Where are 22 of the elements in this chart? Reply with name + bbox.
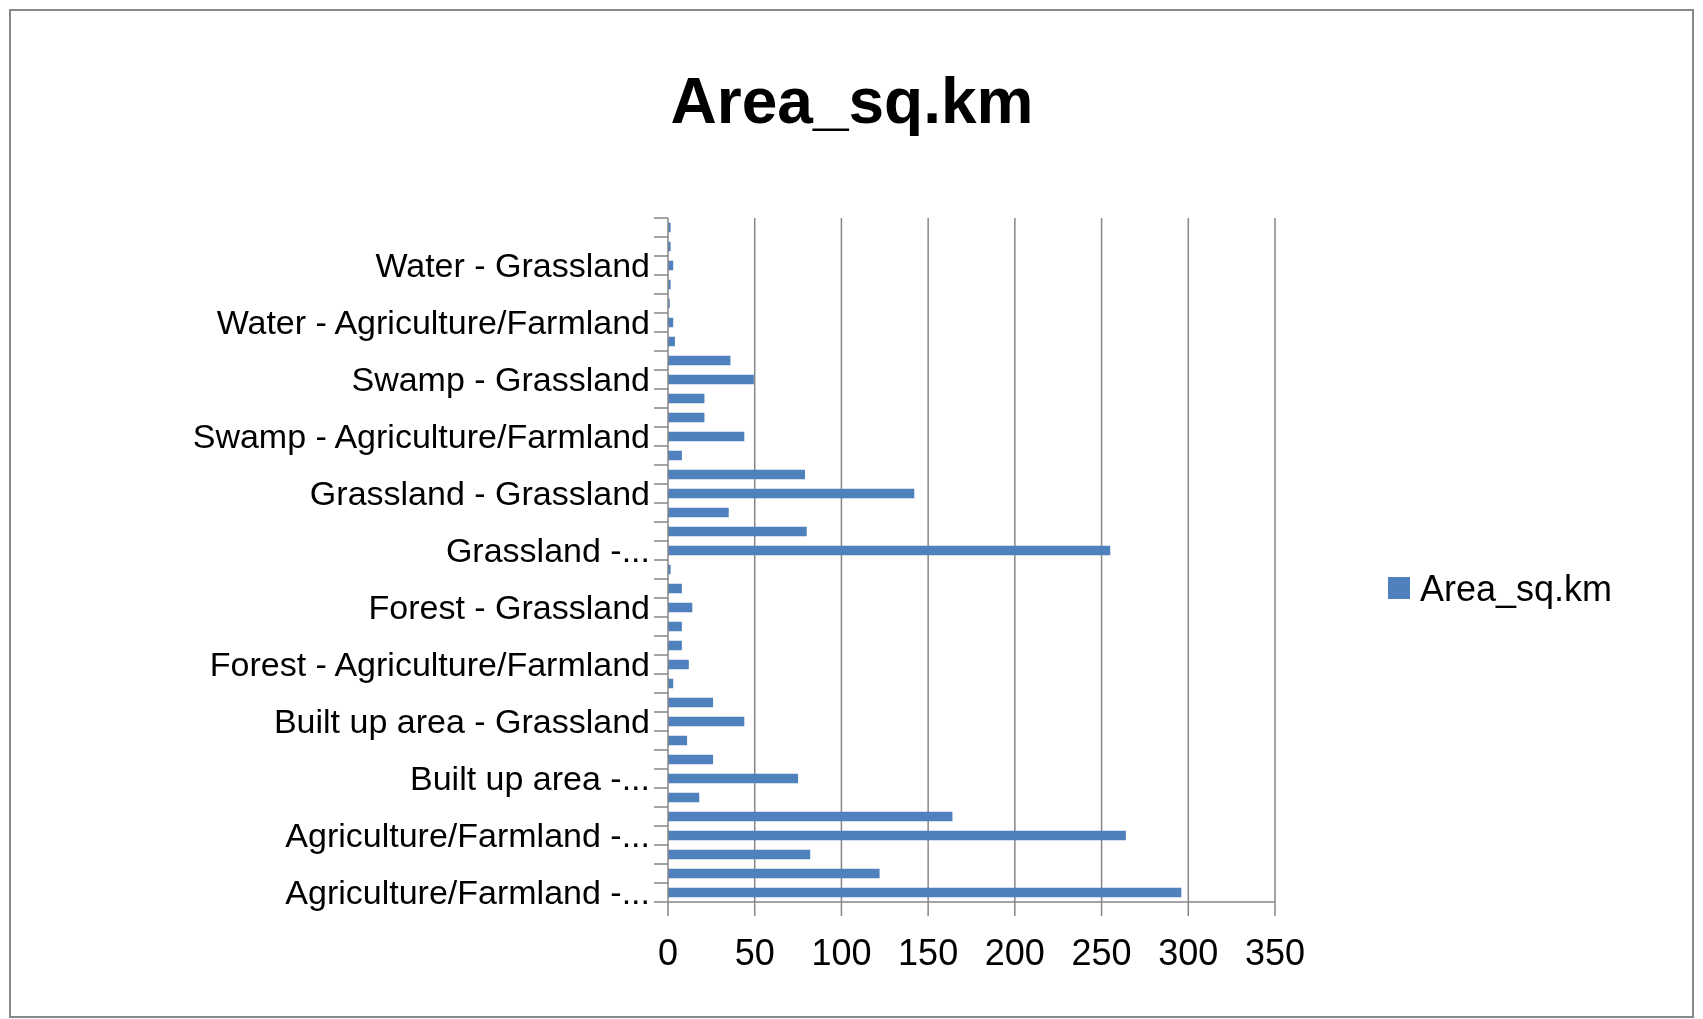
y-tick-label: Water - Agriculture/Farmland	[216, 303, 650, 342]
x-tick-label: 50	[734, 932, 775, 973]
y-tick-label: Grassland -...	[445, 531, 650, 570]
x-tick-label: 100	[811, 932, 872, 973]
x-tick-label: 0	[657, 932, 679, 973]
y-tick-label: Forest - Agriculture/Farmland	[209, 645, 650, 684]
y-tick-label: Built up area -...	[409, 759, 650, 798]
x-tick-label: 300	[1158, 932, 1219, 973]
legend-label: Area_sq.km	[1420, 567, 1613, 609]
y-tick-label: Grassland - Grassland	[309, 474, 650, 513]
y-tick-label: Swamp - Agriculture/Farmland	[192, 417, 650, 456]
y-tick-label: Forest - Grassland	[368, 588, 650, 627]
x-tick-label: 350	[1244, 932, 1306, 973]
y-tick-label: Agriculture/Farmland -...	[285, 873, 650, 912]
y-tick-label: Agriculture/Farmland -...	[285, 816, 650, 855]
x-tick-label: 150	[898, 932, 959, 973]
chart-title: Area_sq.km	[670, 65, 1034, 137]
x-tick-label: 200	[984, 932, 1045, 973]
y-tick-label: Swamp - Grassland	[351, 360, 650, 399]
y-tick-label: Water - Grassland	[375, 246, 650, 285]
y-tick-label: Built up area - Grassland	[273, 702, 650, 741]
x-tick-label: 250	[1071, 932, 1132, 973]
